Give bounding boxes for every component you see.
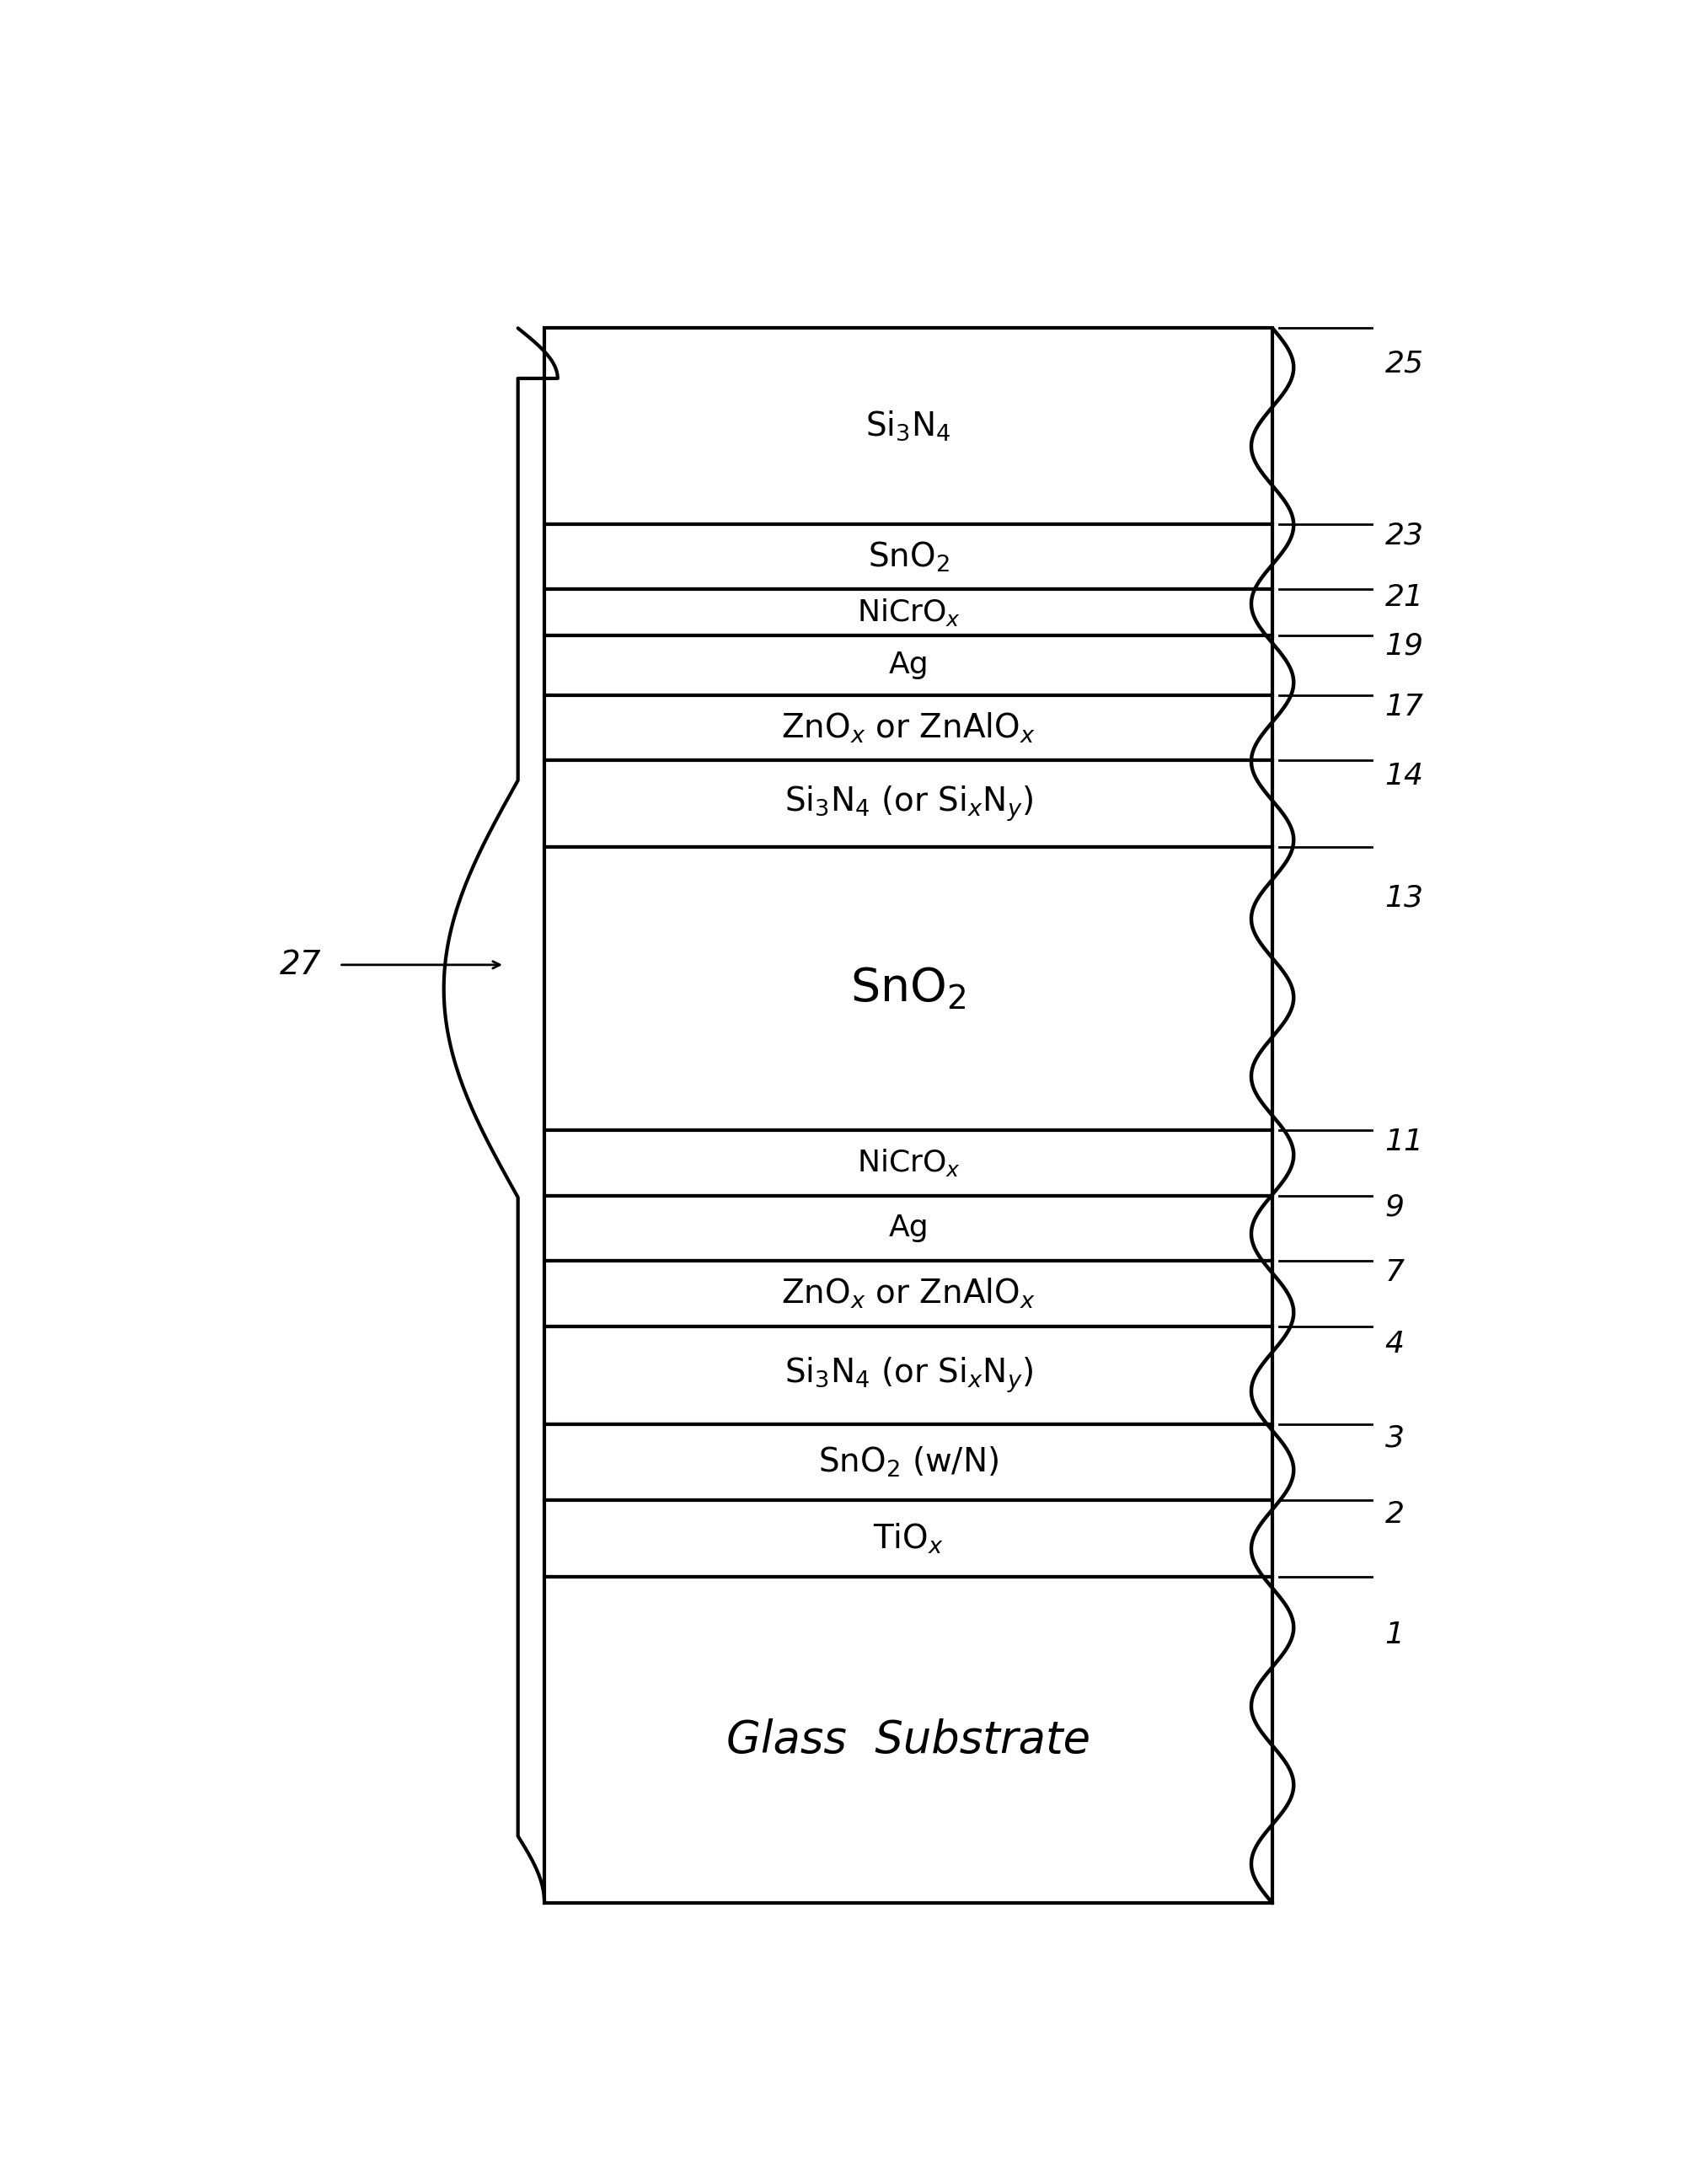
Text: Si$_3$N$_4$: Si$_3$N$_4$: [866, 409, 951, 442]
Text: Glass  Substrate: Glass Substrate: [726, 1717, 1090, 1763]
Text: NiCrO$_x$: NiCrO$_x$: [857, 1147, 960, 1179]
Bar: [545, 1129, 1272, 1195]
Bar: [545, 694, 1272, 759]
Text: Ag: Ag: [888, 1214, 929, 1242]
Text: SnO$_2$ (w/N): SnO$_2$ (w/N): [818, 1445, 999, 1480]
Text: 27: 27: [280, 949, 321, 981]
Text: 11: 11: [1385, 1127, 1424, 1155]
Text: TiO$_x$: TiO$_x$: [873, 1521, 945, 1556]
Text: ZnO$_x$ or ZnAlO$_x$: ZnO$_x$ or ZnAlO$_x$: [781, 1277, 1035, 1310]
Bar: [545, 329, 1272, 524]
Text: SnO$_2$: SnO$_2$: [868, 540, 950, 574]
Text: 14: 14: [1385, 762, 1424, 790]
Bar: [545, 524, 1272, 590]
Text: 4: 4: [1385, 1330, 1404, 1358]
Text: 25: 25: [1385, 348, 1424, 379]
Bar: [545, 590, 1272, 635]
Bar: [545, 1325, 1272, 1425]
Text: 9: 9: [1385, 1192, 1404, 1221]
Bar: [545, 1260, 1272, 1325]
Bar: [545, 1425, 1272, 1501]
Text: 21: 21: [1385, 583, 1424, 611]
Bar: [545, 1501, 1272, 1578]
Text: Ag: Ag: [888, 651, 929, 679]
Text: 19: 19: [1385, 631, 1424, 659]
Text: 3: 3: [1385, 1423, 1404, 1451]
Text: 7: 7: [1385, 1258, 1404, 1286]
Text: 13: 13: [1385, 883, 1424, 912]
Text: NiCrO$_x$: NiCrO$_x$: [857, 596, 960, 629]
Text: ZnO$_x$ or ZnAlO$_x$: ZnO$_x$ or ZnAlO$_x$: [781, 712, 1035, 744]
Text: SnO$_2$: SnO$_2$: [851, 966, 967, 1012]
Text: 1: 1: [1385, 1621, 1404, 1649]
Text: 2: 2: [1385, 1499, 1404, 1528]
Text: 23: 23: [1385, 522, 1424, 551]
Text: 17: 17: [1385, 692, 1424, 720]
Bar: [545, 1195, 1272, 1260]
Bar: [545, 1578, 1272, 1904]
Bar: [545, 846, 1272, 1129]
Text: Si$_3$N$_4$ (or Si$_x$N$_y$): Si$_3$N$_4$ (or Si$_x$N$_y$): [784, 1356, 1033, 1395]
Text: Si$_3$N$_4$ (or Si$_x$N$_y$): Si$_3$N$_4$ (or Si$_x$N$_y$): [784, 783, 1033, 823]
Bar: [545, 759, 1272, 846]
Bar: [545, 635, 1272, 694]
